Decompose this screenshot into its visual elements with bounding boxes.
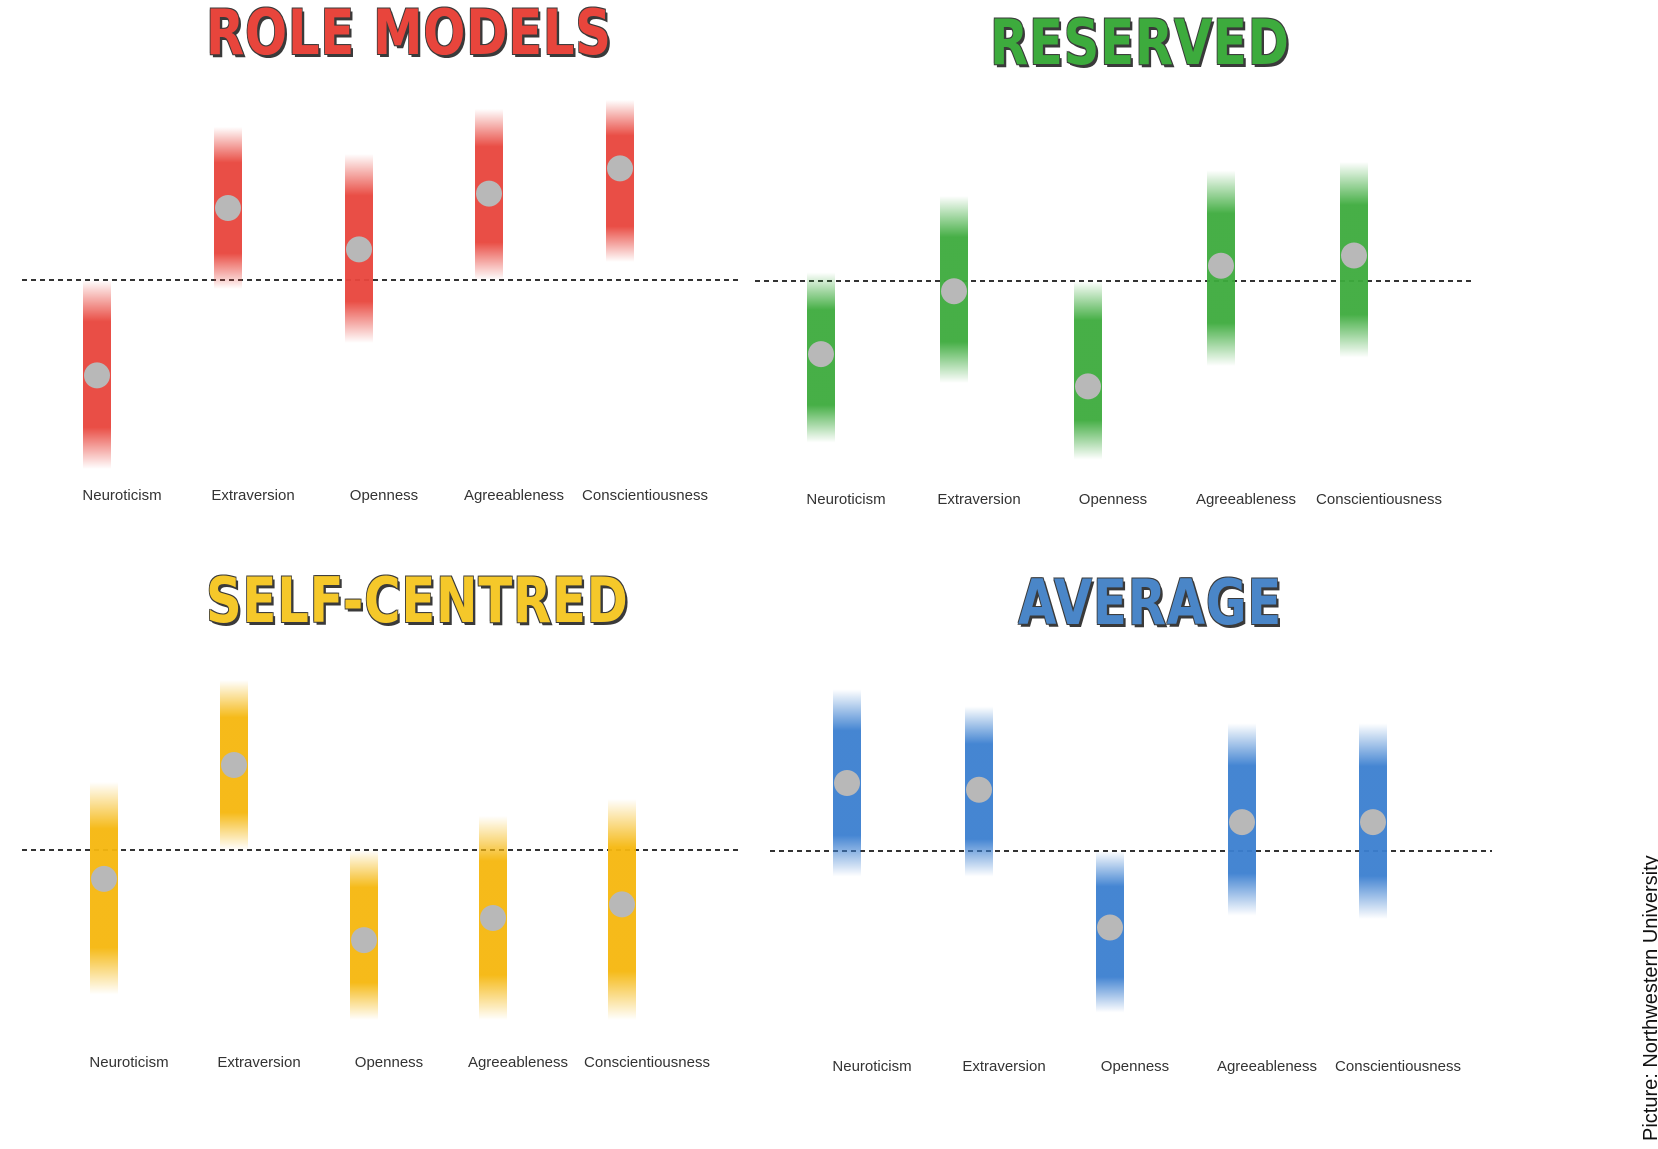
- x-tick-label: Openness: [1101, 1058, 1169, 1075]
- mean-point-extraversion: [966, 776, 992, 803]
- mean-point-conscientiousness: [1341, 242, 1367, 269]
- x-tick-label: Conscientiousness: [1316, 491, 1442, 508]
- panel-reserved: RESERVED Neuroticism Extraversion Openness…: [755, 0, 1520, 540]
- mean-point-neuroticism: [808, 341, 834, 368]
- x-tick-label: Extraversion: [217, 1054, 300, 1071]
- x-tick-label: Agreeableness: [1217, 1058, 1317, 1075]
- chart-plot: Neuroticism Extraversion Openness Agreeable…: [22, 100, 740, 504]
- x-tick-label: Extraversion: [937, 491, 1020, 508]
- x-tick-label: Neuroticism: [806, 491, 885, 508]
- chart-title: SELF-CENTRED: [206, 564, 629, 637]
- chart-plot: Neuroticism Extraversion Openness Agreeable…: [770, 689, 1492, 1075]
- chart-plot: Neuroticism Extraversion Openness Agreeable…: [755, 162, 1475, 508]
- x-tick-label: Openness: [1079, 491, 1147, 508]
- x-tick-label: Agreeableness: [464, 487, 564, 504]
- mean-point-agreeableness: [480, 905, 506, 931]
- panel-self-centred: SELF-CENTRED Neuroticism Extraversion Open…: [0, 570, 770, 1140]
- panel-average: AVERAGE Neuroticism Extraversion Openness A…: [770, 570, 1530, 1140]
- x-tick-label: Extraversion: [211, 487, 294, 504]
- mean-point-extraversion: [941, 278, 967, 305]
- x-tick-label: Neuroticism: [82, 487, 161, 504]
- chart-title: RESERVED: [990, 6, 1290, 79]
- panel-role-models: ROLE MODELS Neuroticism Extraversion Openn…: [0, 0, 770, 540]
- x-tick-label: Conscientiousness: [584, 1054, 710, 1071]
- mean-point-agreeableness: [1208, 252, 1234, 279]
- x-tick-label: Openness: [350, 487, 418, 504]
- mean-point-openness: [1075, 373, 1101, 400]
- x-tick-label: Openness: [355, 1054, 423, 1071]
- mean-point-neuroticism: [834, 770, 860, 796]
- range-bar-openness: [1074, 281, 1102, 460]
- mean-point-agreeableness: [476, 180, 502, 207]
- mean-point-conscientiousness: [607, 155, 633, 182]
- x-tick-label: Conscientiousness: [1335, 1058, 1461, 1075]
- mean-point-conscientiousness: [1360, 809, 1386, 836]
- mean-point-openness: [346, 236, 372, 263]
- x-tick-label: Neuroticism: [832, 1058, 911, 1075]
- x-tick-label: Agreeableness: [468, 1054, 568, 1071]
- image-credit: Picture: Northwestern University: [1640, 855, 1658, 1141]
- x-tick-label: Neuroticism: [89, 1054, 168, 1071]
- mean-point-neuroticism: [84, 362, 110, 389]
- mean-point-extraversion: [221, 752, 247, 778]
- mean-point-agreeableness: [1229, 809, 1255, 836]
- x-tick-label: Agreeableness: [1196, 491, 1296, 508]
- mean-point-conscientiousness: [609, 891, 635, 918]
- chart-title: AVERAGE: [1018, 566, 1283, 639]
- mean-point-neuroticism: [91, 865, 117, 892]
- mean-point-extraversion: [215, 195, 241, 221]
- x-tick-label: Conscientiousness: [582, 487, 708, 504]
- chart-title: ROLE MODELS: [206, 0, 612, 69]
- chart-plot: Neuroticism Extraversion Openness Agreeable…: [22, 680, 740, 1071]
- mean-point-openness: [351, 927, 377, 954]
- x-tick-label: Extraversion: [962, 1058, 1045, 1075]
- mean-point-openness: [1097, 914, 1123, 941]
